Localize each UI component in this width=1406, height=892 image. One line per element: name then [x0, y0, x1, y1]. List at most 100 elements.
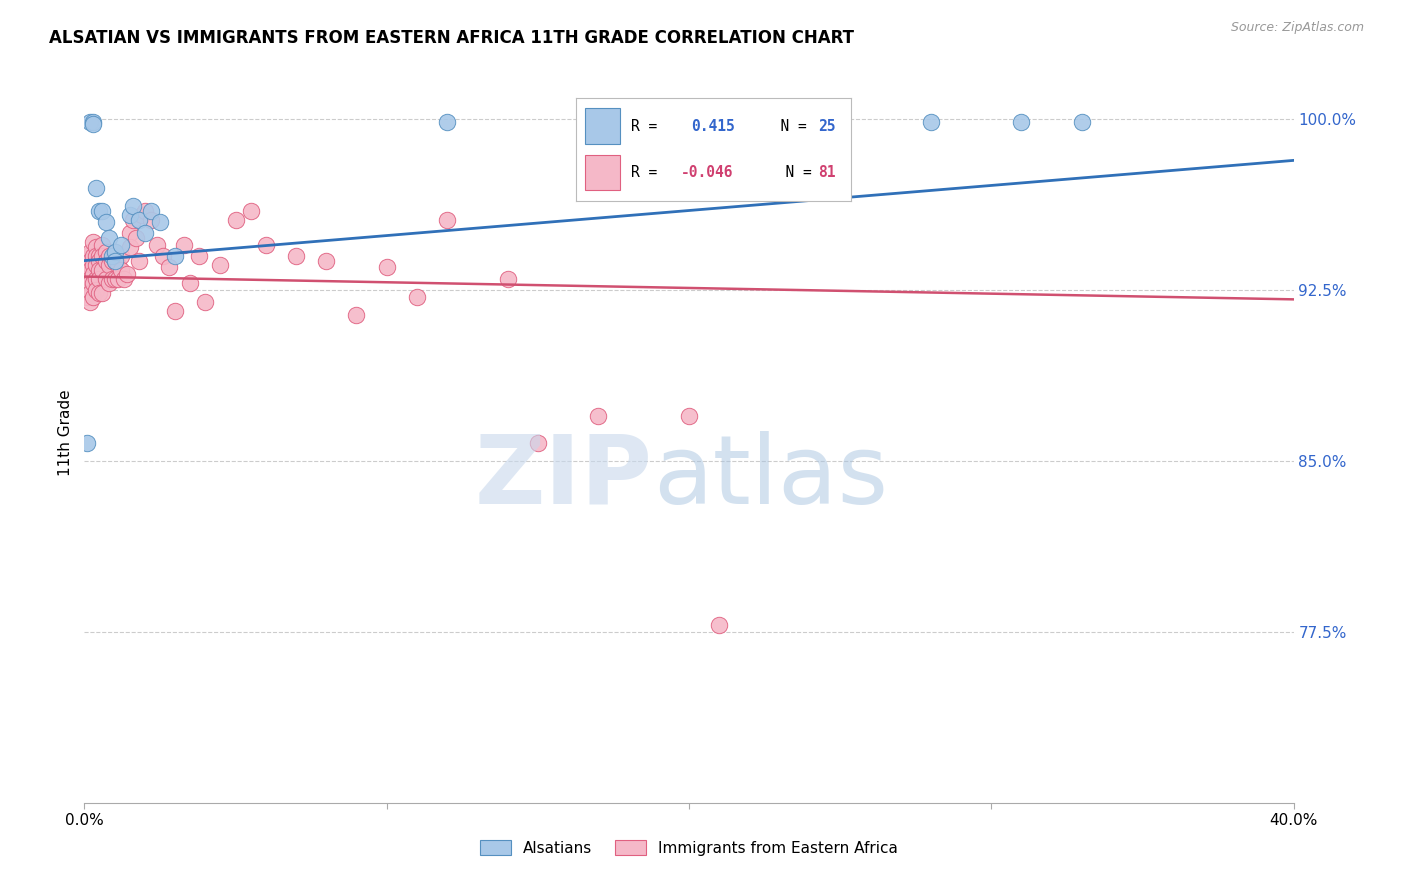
Point [165, 303, 187, 318]
Point [104, 244, 127, 259]
Point [1071, 114, 1094, 128]
Point [118, 208, 141, 222]
Point [527, 435, 550, 450]
Point [104, 253, 127, 268]
Point [678, 409, 700, 423]
Point [79, 285, 101, 300]
Point [86, 258, 108, 272]
Point [97, 249, 120, 263]
Point [146, 237, 169, 252]
Point [149, 215, 172, 229]
Point [131, 208, 153, 222]
Point [139, 212, 162, 227]
Point [89, 285, 111, 300]
Point [82, 249, 104, 263]
Point [375, 260, 398, 275]
Text: 81: 81 [818, 165, 835, 180]
Point [82, 277, 104, 291]
Point [82, 114, 104, 128]
Bar [585, 108, 620, 145]
Point [76, 290, 98, 304]
Point [709, 618, 731, 632]
Point [100, 272, 122, 286]
Point [738, 114, 761, 128]
Point [79, 277, 101, 291]
Point [82, 258, 104, 272]
Point [94, 244, 117, 259]
Point [134, 227, 156, 241]
Point [86, 240, 108, 254]
Point [128, 253, 150, 268]
Point [588, 409, 610, 423]
Legend: Alsatians, Immigrants from Eastern Africa: Alsatians, Immigrants from Eastern Afric… [474, 834, 904, 862]
Text: N =: N = [768, 165, 821, 180]
Point [346, 308, 368, 322]
Point [173, 237, 195, 252]
Text: R =: R = [631, 165, 666, 180]
Point [79, 272, 101, 286]
Point [157, 260, 180, 275]
Point [179, 277, 201, 291]
Point [1011, 114, 1033, 128]
Point [79, 294, 101, 309]
Point [82, 290, 104, 304]
Bar [585, 154, 620, 190]
Point [89, 249, 111, 263]
Point [188, 249, 211, 263]
Point [104, 244, 127, 259]
Point [165, 249, 187, 263]
Point [110, 237, 132, 252]
Point [91, 237, 114, 252]
Text: Source: ZipAtlas.com: Source: ZipAtlas.com [1230, 21, 1364, 34]
Point [315, 253, 337, 268]
Point [107, 258, 129, 272]
Point [406, 290, 429, 304]
Text: -0.046: -0.046 [681, 165, 733, 180]
Point [285, 249, 308, 263]
Point [125, 231, 148, 245]
Point [76, 277, 98, 291]
Text: 25: 25 [818, 119, 835, 134]
Point [128, 212, 150, 227]
Point [496, 272, 519, 286]
Point [121, 212, 143, 227]
Point [194, 294, 217, 309]
Point [79, 253, 101, 268]
Point [76, 249, 98, 263]
Point [79, 244, 101, 259]
Point [225, 212, 247, 227]
Point [86, 272, 108, 286]
Point [79, 114, 101, 128]
Point [118, 227, 141, 241]
Point [76, 283, 98, 297]
Point [107, 272, 129, 286]
Text: N =: N = [763, 119, 815, 134]
Point [94, 215, 117, 229]
Point [139, 203, 162, 218]
Point [79, 262, 101, 277]
Point [110, 262, 132, 277]
Point [436, 114, 458, 128]
Point [97, 231, 120, 245]
Point [121, 199, 143, 213]
Point [209, 258, 232, 272]
Point [91, 262, 114, 277]
Point [110, 249, 132, 263]
Point [82, 117, 104, 131]
Point [920, 114, 942, 128]
Point [89, 203, 111, 218]
Point [254, 237, 277, 252]
Point [104, 253, 127, 268]
Text: R =: R = [631, 119, 683, 134]
Point [91, 285, 114, 300]
Point [86, 283, 108, 297]
Point [82, 235, 104, 250]
Y-axis label: 11th Grade: 11th Grade [58, 389, 73, 476]
Point [112, 272, 135, 286]
Point [76, 260, 98, 275]
Point [76, 272, 98, 286]
Point [134, 203, 156, 218]
Point [91, 249, 114, 263]
Point [239, 203, 262, 218]
Point [97, 277, 120, 291]
